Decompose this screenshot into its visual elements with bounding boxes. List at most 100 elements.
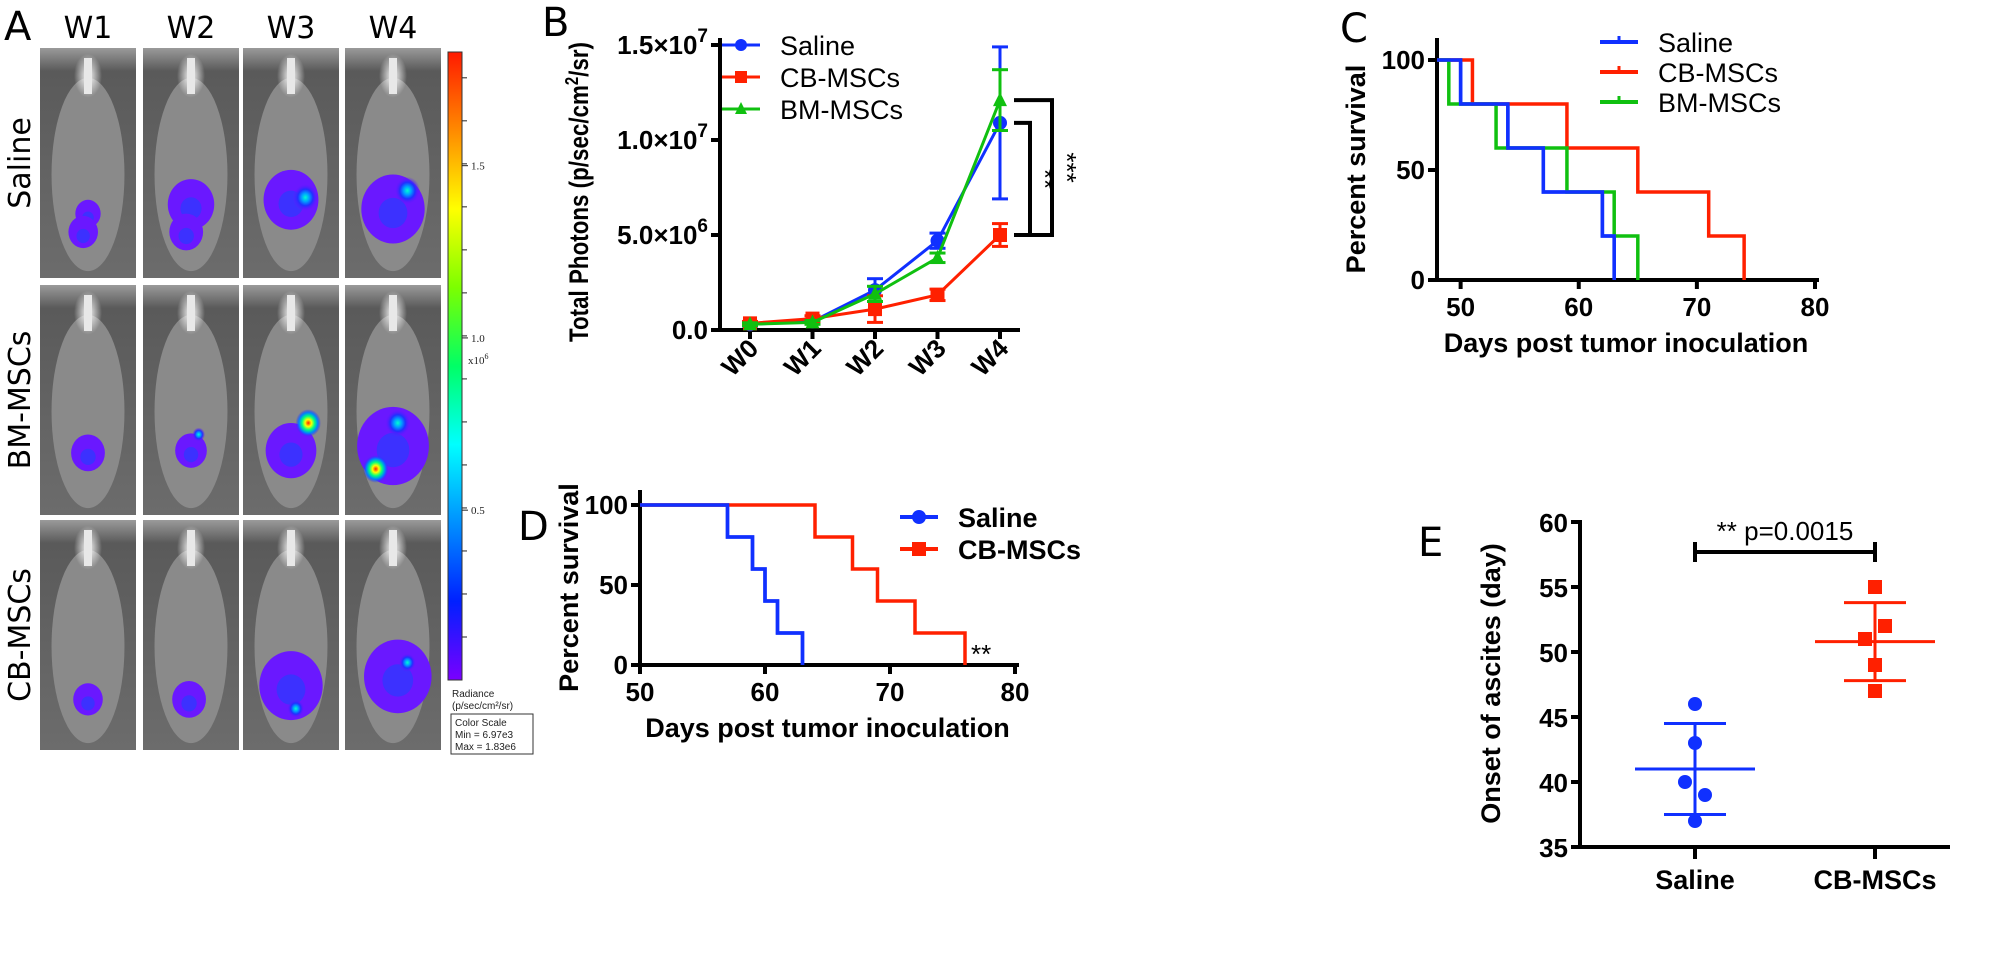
data-point	[1878, 619, 1892, 633]
legend-label: CB-MSCs	[958, 535, 1081, 565]
legend-marker	[735, 71, 747, 83]
data-point	[1868, 658, 1882, 672]
x-tick-label: W0	[715, 333, 764, 382]
x-tick-label: 80	[1001, 677, 1030, 707]
data-point	[743, 316, 757, 331]
legend-marker	[912, 542, 926, 556]
head-highlight	[84, 295, 92, 331]
bioluminescence-signal	[394, 176, 421, 205]
mouse-image	[345, 285, 441, 515]
data-point	[1868, 580, 1882, 594]
row-header: Saline	[3, 117, 38, 209]
y-tick-label: 55	[1539, 573, 1568, 603]
significance-bracket	[1014, 120, 1032, 237]
bioluminescence-signal	[295, 409, 321, 437]
data-point	[930, 233, 945, 248]
bioluminescence-signal-core	[80, 448, 96, 465]
head-highlight	[187, 530, 195, 566]
colorbar-tick-label: 1.0	[471, 333, 485, 345]
mouse-image	[345, 520, 441, 750]
mouse-image	[40, 520, 136, 750]
bioluminescence-signal	[363, 455, 389, 483]
y-axis-title: Total Photons (p/sec/cm2/sr)	[562, 42, 594, 342]
legend-label: CB-MSCs	[1658, 58, 1778, 88]
significance-bracket	[1014, 98, 1054, 237]
data-point	[868, 285, 882, 300]
series-cb-mscs	[1815, 580, 1935, 698]
y-tick-label: 100	[1382, 45, 1425, 75]
bioluminescence-signal	[287, 699, 305, 718]
x-tick-label: W1	[778, 333, 827, 382]
x-tick-label: W3	[903, 333, 952, 382]
legend-label: Saline	[958, 503, 1038, 533]
row-header: CB-MSCs	[3, 568, 38, 702]
data-point	[805, 314, 820, 329]
data-point	[930, 249, 945, 264]
column-header: W3	[267, 11, 316, 46]
panel-c-chart: 0 50 100 50 60 70 80 Days post tumor inoculatio…	[1341, 28, 1829, 358]
data-point	[993, 228, 1007, 242]
bioluminescence-signal-core	[181, 695, 197, 712]
legend-label: BM-MSCs	[1658, 88, 1781, 118]
colorbar-tick-label: 0.5	[471, 505, 485, 517]
x-tick-label: W4	[965, 333, 1014, 382]
head-highlight	[389, 295, 397, 331]
panel-e-chart: 35 40 45 50 55 60 Saline CB-MSCs Onset of ascite…	[1476, 508, 1950, 895]
x-axis-title: Days post tumor inoculation	[1444, 328, 1809, 358]
y-tick-label: 35	[1539, 833, 1568, 863]
x-tick-label: CB-MSCs	[1813, 865, 1936, 895]
legend-label: Saline	[780, 31, 855, 61]
head-highlight	[287, 58, 295, 94]
bioluminescence-signal-core	[376, 432, 410, 468]
y-tick-label: 60	[1539, 508, 1568, 538]
y-tick-label: 0	[614, 650, 628, 680]
panel-a-imaging-grid: W1 W2 W3 W4 Saline BM-MSCs CB-MSCs	[3, 11, 441, 750]
bioluminescence-signal-core	[81, 696, 95, 711]
data-point	[1688, 814, 1702, 828]
head-highlight	[187, 295, 195, 331]
panel-label-b: B	[542, 0, 569, 46]
survival-curve-overlay	[1437, 58, 1616, 280]
y-tick-label: 40	[1539, 768, 1568, 798]
x-tick-label: 60	[751, 677, 780, 707]
y-axis-title: Percent survival	[554, 483, 584, 692]
colorbar-gradient	[447, 51, 463, 681]
bioluminescence-signal	[192, 427, 206, 442]
bioluminescence-signal-core	[178, 227, 194, 245]
mouse-image	[143, 48, 239, 278]
mouse-image	[40, 48, 136, 278]
bioluminescence-signal	[398, 653, 416, 672]
mouse-body	[51, 77, 125, 272]
x-tick-label: 70	[1682, 292, 1711, 322]
x-tick-label: 60	[1564, 292, 1593, 322]
head-highlight	[84, 58, 92, 94]
mouse-body	[254, 314, 328, 509]
legend-label: CB-MSCs	[780, 63, 900, 93]
data-point	[930, 287, 945, 302]
head-highlight	[187, 58, 195, 94]
mouse-body	[154, 314, 228, 509]
significance-label: ***	[1052, 152, 1082, 182]
mouse-body	[51, 549, 125, 744]
y-tick-label: 0	[1411, 265, 1425, 295]
data-point	[1688, 736, 1702, 750]
data-point	[1688, 697, 1702, 711]
bioluminescence-signal	[292, 183, 319, 212]
head-highlight	[287, 530, 295, 566]
legend-marker	[735, 102, 747, 114]
bioluminescence-signal-core	[183, 447, 199, 463]
legend-marker	[912, 510, 926, 524]
y-tick-label: 50	[1396, 155, 1425, 185]
y-tick-label: 1.0×107	[617, 121, 708, 155]
series-cb-mscs	[742, 222, 1008, 331]
color-scale-box	[450, 713, 534, 755]
head-highlight	[389, 58, 397, 94]
mouse-image	[243, 520, 339, 750]
colorbar-tick-label: 1.5	[471, 161, 485, 173]
y-tick-label: 100	[585, 490, 628, 520]
head-highlight	[84, 530, 92, 566]
x-tick-label: 50	[626, 677, 655, 707]
panel-label-c: C	[1340, 6, 1368, 52]
significance-label: **	[971, 639, 991, 669]
